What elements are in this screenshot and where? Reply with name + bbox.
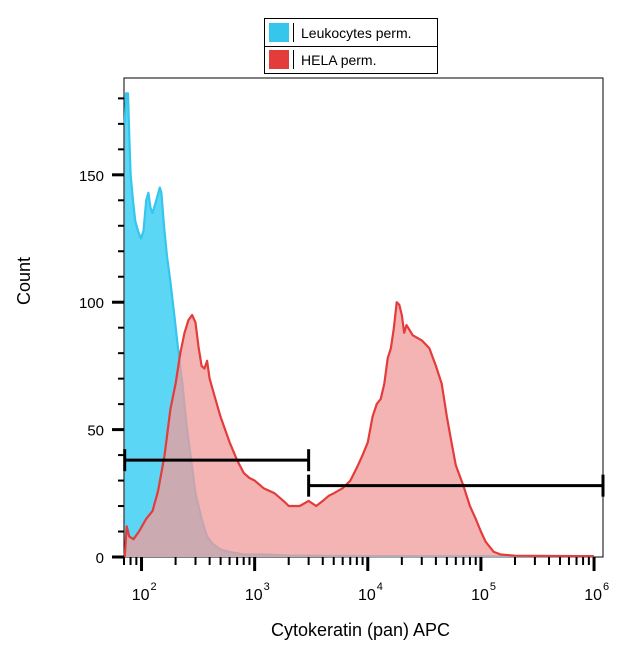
legend-label-leukocytes: Leukocytes perm. [301,24,412,41]
x-tick-label-100000: 10 [471,587,489,604]
y-tick-label-50: 50 [87,423,104,440]
x-axis-label: Cytokeratin (pan) APC [270,620,451,640]
series-line-hela [123,301,595,558]
x-tick-exponent-1000000: 6 [603,581,609,593]
legend-item-leukocytes: Leukocytes perm. [265,19,437,47]
legend-swatch-hela [269,50,294,69]
y-tick-label-0: 0 [96,550,104,567]
x-tick-exponent-1000: 3 [264,581,270,593]
x-tick-exponent-100000: 5 [490,581,496,593]
x-tick-label-10000: 10 [358,587,376,604]
x-tick-exponent-100: 2 [151,581,157,593]
x-tick-label-1000: 10 [245,587,263,604]
legend-label-hela: HELA perm. [301,51,377,68]
legend-swatch-leukocytes [269,23,294,42]
x-tick-label-100: 10 [132,587,150,604]
chart-legend: Leukocytes perm. HELA perm. [264,18,438,74]
y-axis-label: Count [14,256,34,305]
x-tick-label-1000000: 10 [584,587,602,604]
x-tick-exponent-10000: 4 [377,581,383,593]
y-tick-label-100: 100 [79,295,104,312]
series-area-hela [124,302,594,557]
legend-item-hela: HELA perm. [265,46,437,73]
y-tick-label-150: 150 [79,168,104,185]
